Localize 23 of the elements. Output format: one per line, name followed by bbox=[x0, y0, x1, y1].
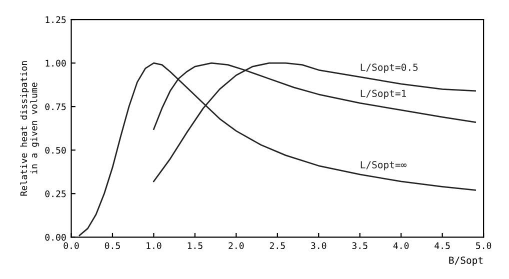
x-tick-label: 3.5 bbox=[352, 242, 368, 250]
series-label: L/Sopt=1 bbox=[360, 90, 406, 99]
y-tick-label: 0.25 bbox=[45, 190, 66, 198]
y-tick-label: 1.00 bbox=[46, 60, 66, 67]
x-axis-title: B/Sopt bbox=[449, 256, 483, 266]
x-tick-label: 2.0 bbox=[228, 242, 244, 250]
x-tick-label: 0.0 bbox=[64, 242, 79, 250]
x-tick-label: 1.5 bbox=[188, 242, 202, 250]
y-tick-label: 0.50 bbox=[45, 146, 66, 154]
x-tick-label: 1.0 bbox=[146, 242, 162, 250]
series-label: L/Sopt=0.5 bbox=[360, 64, 418, 73]
y-tick-label: 0.75 bbox=[45, 103, 66, 110]
y-tick-label: 1.25 bbox=[46, 16, 66, 24]
line-series bbox=[78, 62, 476, 236]
x-tick-label: 5.0 bbox=[476, 242, 492, 250]
x-tick-label: 3.0 bbox=[311, 242, 326, 250]
x-tick-label: 4.5 bbox=[434, 242, 450, 250]
y-tick-label: 0.00 bbox=[45, 234, 66, 241]
x-tick-label: 0.5 bbox=[104, 242, 120, 250]
x-tick-label: 4.0 bbox=[393, 242, 409, 250]
y-axis-title: Relative heat dissipation in a given volume bbox=[20, 61, 40, 196]
x-tick-label: 2.5 bbox=[270, 242, 285, 250]
series-label: L/Sopt=∞ bbox=[360, 161, 406, 170]
